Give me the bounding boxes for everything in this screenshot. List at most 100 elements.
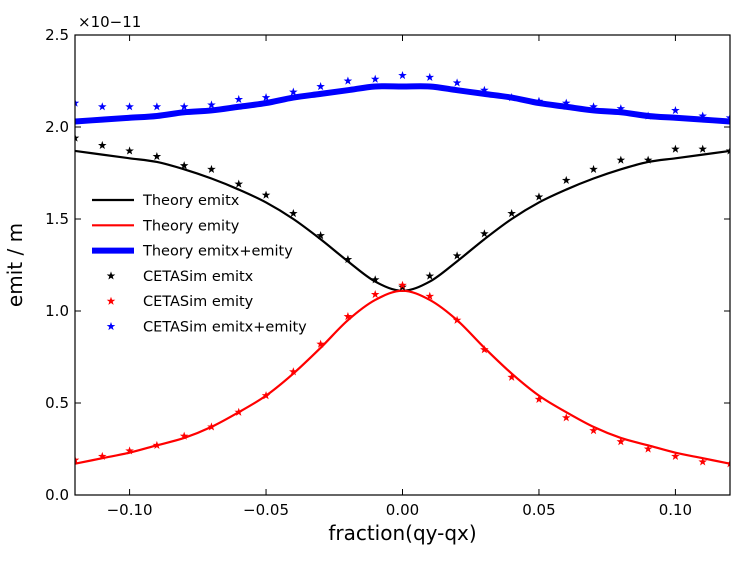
cetasim-emity-point [643,444,653,453]
cetasim-emity-point [480,345,489,354]
cetasim-emitx-emity-point [179,102,189,111]
cetasim-emity-point [289,367,298,376]
cetasim-emity-point [589,426,598,435]
cetasim-emitx-emity-point [289,87,298,96]
x-tick-label: −0.10 [107,501,153,519]
cetasim-emitx-point [179,161,189,170]
cetasim-emitx-point [589,164,598,173]
cetasim-emity-point [98,451,107,460]
cetasim-emity-point [534,394,544,403]
cetasim-emity-point [398,280,407,289]
legend-theory-emitx-emity-label: Theory emitx+emity [142,244,293,260]
cetasim-emity-point [152,440,162,449]
cetasim-emitx-emity-point [480,85,489,94]
cetasim-emitx-emity-point [452,78,462,87]
cetasim-emity-point [616,437,626,446]
x-tick-label: 0.05 [522,501,555,519]
legend-cetasim-emitx-swatch [106,271,116,280]
cetasim-emitx-point [480,229,489,238]
cetasim-emity-point [125,446,134,455]
cetasim-emitx-point [207,164,216,173]
cetasim-emitx-emity-point [316,82,325,91]
y-tick-label: 1.0 [45,302,69,320]
legend-theory-emity-label: Theory emity [142,218,240,234]
cetasim-emitx-point [75,133,80,142]
cetasim-emitx-point [425,271,435,280]
cetasim-emitx-emity-point [261,93,271,102]
legend-cetasim-emitx-emity-swatch [106,322,116,331]
cetasim-emitx-point [343,254,353,264]
cetasim-emitx-point [152,151,162,161]
x-tick-label: 0.10 [659,501,692,519]
cetasim-emitx-emity-point [234,94,244,104]
y-axis-label: emit / m [3,223,27,307]
cetasim-emitx-emity-point [125,102,134,111]
cetasim-emitx-point [507,208,516,218]
cetasim-emitx-emity-point [343,76,353,85]
legend-cetasim-emity-label: CETASim emity [143,294,254,310]
cetasim-emity-point [425,291,435,300]
cetasim-emity-point [698,457,707,466]
y-tick-label: 1.5 [45,210,69,228]
legend-cetasim-emitx-label: CETASim emitx [143,269,254,285]
cetasim-emitx-point [643,155,653,164]
cetasim-emity-point [316,339,325,348]
cetasim-emitx-point [98,140,107,150]
cetasim-emity-point [452,315,462,324]
cetasim-emity-point [343,312,353,321]
cetasim-emitx-emity-point [534,96,544,105]
cetasim-emitx-emity-point [589,102,598,111]
cetasim-emitx-point [370,275,380,284]
cetasim-emitx-emity-point [725,113,730,122]
cetasim-emitx-emity-point [671,105,680,115]
cetasim-emity-point [561,413,571,422]
x-axis-label: fraction(qy-qx) [328,521,476,545]
cetasim-emitx-emity-point [425,72,435,81]
y-tick-label: 0.0 [45,486,69,504]
y-tick-label: 0.5 [45,394,69,412]
cetasim-emity-point [507,372,516,381]
cetasim-emitx-emity-point [207,100,216,109]
cetasim-emitx-point [698,144,707,153]
cetasim-emitx-emity-point [98,102,107,111]
cetasim-emity-point [179,431,189,440]
cetasim-emity-point [234,407,244,416]
cetasim-emitx-emity-point [398,70,407,80]
cetasim-emitx-point [616,155,626,164]
cetasim-emity-point [261,391,271,400]
legend-theory-emitx-label: Theory emitx [142,193,240,209]
cetasim-emitx-point [671,144,680,153]
cetasim-emitx-emity-point [75,98,80,107]
cetasim-emitx-point [534,192,544,201]
cetasim-emitx-emity-point [643,111,653,120]
cetasim-emitx-point [561,175,571,184]
legend-cetasim-emitx-emity-label: CETASim emitx+emity [143,320,307,336]
cetasim-emitx-emity-point [616,104,626,113]
offset-text: ×10−11 [78,13,141,31]
cetasim-emitx-emity-point [561,98,571,107]
cetasim-emitx-point [452,251,462,260]
x-tick-label: 0.00 [386,501,419,519]
cetasim-emity-point [671,451,680,460]
y-tick-label: 2.5 [45,26,69,44]
cetasim-emitx-emity-point [370,74,380,83]
cetasim-emitx-point [725,146,730,155]
cetasim-emitx-point [125,146,134,155]
cetasim-emitx-emity-point [507,93,516,102]
theory-emitx-emity-line [75,83,730,125]
series-layer [75,70,730,468]
legend-cetasim-emity-swatch [106,296,116,305]
cetasim-emitx-point [261,190,271,199]
cetasim-emitx-point [289,208,298,218]
cetasim-emitx-emity-point [698,111,707,120]
cetasim-emitx-point [316,231,325,240]
legend: Theory emitx Theory emity Theory emitx+emi… [92,193,307,336]
cetasim-emity-point [725,459,730,468]
y-tick-label: 2.0 [45,118,69,136]
cetasim-emity-point [207,422,216,431]
x-tick-label: −0.05 [243,501,289,519]
cetasim-emitx-point [234,179,244,188]
cetasim-emity-point [370,289,380,299]
axes-layer: −0.10 −0.05 0.00 0.05 0.10 0.0 0.5 1.0 1.5 2.0 2.5 [45,26,730,519]
